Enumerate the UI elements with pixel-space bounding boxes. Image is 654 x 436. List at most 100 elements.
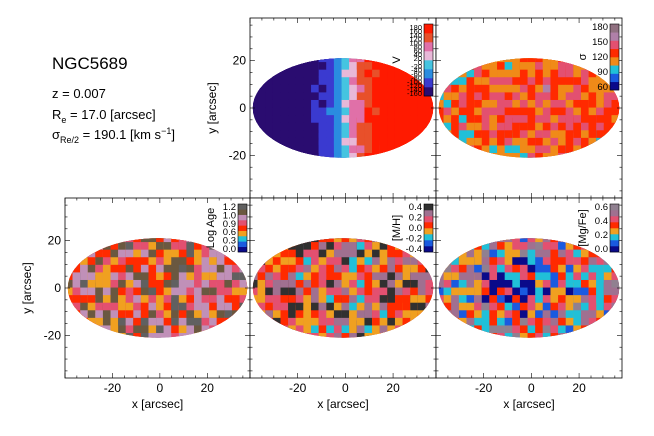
map-bin: [481, 271, 490, 280]
map-bin: [341, 256, 350, 265]
map-bin: [201, 271, 210, 280]
colorbar-tick-label: 60: [597, 82, 608, 93]
colorbar-tick-label: -100: [407, 77, 422, 86]
map-bin: [125, 271, 134, 280]
map-bin: [364, 114, 373, 123]
map-bin: [156, 287, 165, 296]
map-bin: [118, 264, 127, 273]
map-bin: [565, 271, 574, 280]
map-bin: [356, 264, 365, 273]
colorbar-label: V: [391, 56, 403, 64]
y-axis-label: y [arcsec]: [205, 82, 219, 133]
map-bin: [573, 279, 582, 288]
map-bin: [295, 107, 304, 116]
map-bin: [156, 264, 165, 273]
map-bin: [535, 107, 544, 116]
map-bin: [512, 76, 521, 85]
map-bin: [326, 107, 335, 116]
map-bin: [379, 99, 388, 108]
map-bin: [489, 271, 498, 280]
map-panel-3: -20 0 20 x [arcsec] 0.40.20.0-0.2-0.4[M/H]: [249, 197, 437, 411]
map-bin: [379, 91, 388, 100]
colorbar-tick-label: 120: [409, 35, 422, 44]
map-bin: [565, 279, 574, 288]
map-bin: [535, 264, 544, 273]
colorbar-segment: [238, 236, 247, 242]
colorbar-segment: [610, 246, 619, 253]
map-bin: [542, 256, 551, 265]
map-bin: [201, 287, 210, 296]
map-bin: [194, 271, 203, 280]
map-bin: [356, 294, 365, 303]
map-bin: [110, 271, 119, 280]
map-bin: [519, 294, 529, 303]
map-bin: [140, 271, 149, 280]
map-bin: [379, 114, 388, 123]
map-bin: [364, 271, 373, 280]
map-bin: [318, 294, 327, 303]
map-bin: [364, 302, 373, 311]
colorbar-tick-label: 0.6: [595, 202, 608, 213]
map-bin: [489, 287, 498, 296]
map-bin: [326, 99, 335, 108]
colorbar-segment: [424, 204, 433, 211]
map-bin: [542, 264, 551, 273]
colorbar-tick-label: 0.0: [409, 223, 422, 234]
map-panel-1: 180 150 120 90 60 σ: [435, 17, 623, 199]
colorbar-tick-label: 150: [592, 37, 608, 48]
y-axis-label: y [arcsec]: [20, 262, 34, 313]
colorbar-tick-label: 40: [414, 50, 422, 59]
colorbar-tick-label: 100: [409, 39, 422, 48]
map-bin: [178, 302, 187, 311]
x-tick-label: 20: [201, 381, 215, 395]
map-bin: [148, 279, 157, 288]
map-bin: [163, 256, 172, 265]
map-bin: [318, 279, 327, 288]
map-bin: [372, 122, 381, 131]
map-bin: [148, 287, 157, 296]
y-tick-label: 20: [233, 54, 247, 68]
map-bin: [504, 287, 513, 296]
map-bin: [372, 271, 381, 280]
colorbar-segment: [424, 228, 433, 235]
map-bin: [535, 302, 544, 311]
map-bin: [527, 271, 536, 280]
map-bin: [178, 279, 187, 288]
map-bin: [504, 256, 513, 265]
map-bin: [550, 76, 559, 85]
map-bin: [156, 279, 165, 288]
map-bin: [118, 287, 127, 296]
map-bin: [527, 107, 536, 116]
map-bin: [163, 294, 172, 303]
map-bin: [194, 264, 203, 273]
map-bin: [303, 84, 312, 93]
map-bin: [542, 114, 551, 123]
map-bin: [387, 287, 396, 296]
y-tick-label: -20: [44, 328, 62, 342]
map-bin: [356, 122, 365, 131]
map-bin: [356, 279, 365, 288]
map-bin: [349, 99, 358, 108]
map-bin: [379, 84, 388, 93]
map-bin: [186, 294, 195, 303]
map-bin: [481, 287, 490, 296]
map-bin: [311, 287, 320, 296]
map-bin: [512, 302, 521, 311]
map-bin: [349, 76, 358, 85]
map-bin: [311, 271, 320, 280]
map-bin: [186, 302, 195, 311]
map-bin: [326, 294, 335, 303]
map-bin: [110, 287, 119, 296]
colorbar-tick-label: 0.6: [223, 227, 236, 238]
map-bin: [364, 107, 373, 116]
map-bin: [558, 91, 567, 100]
map-bin: [558, 122, 567, 131]
colorbar-tick-label: 20: [414, 54, 422, 63]
map-bin: [558, 302, 567, 311]
map-bin: [318, 122, 327, 131]
map-bin: [156, 302, 165, 311]
colorbar-segment: [610, 48, 619, 58]
map-bin: [542, 287, 551, 296]
map-bin: [372, 114, 381, 123]
